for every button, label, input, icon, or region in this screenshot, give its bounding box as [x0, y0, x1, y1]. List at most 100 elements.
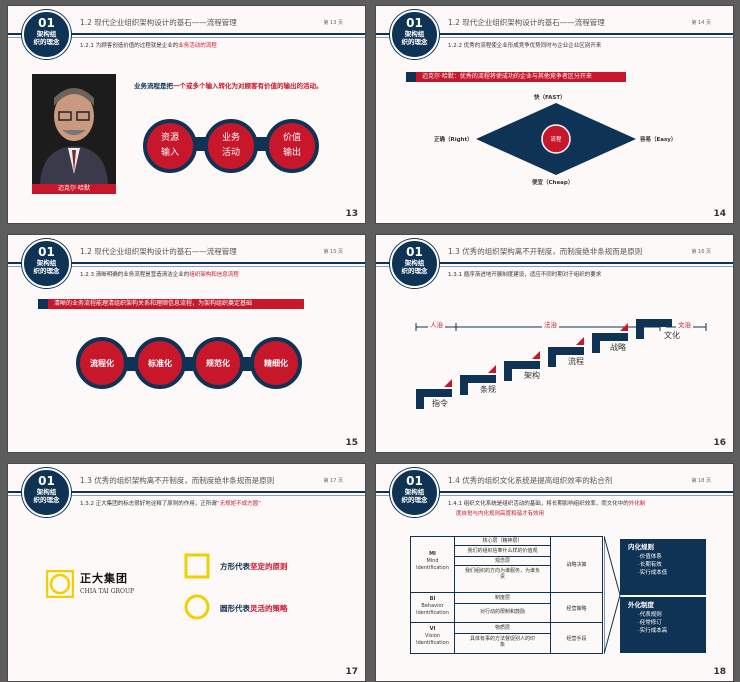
cell: 我们组织的方向为谁服务，为谁负责 [465, 568, 541, 580]
circle-normalize: 规范化 [192, 337, 244, 389]
slide-number: 17 [345, 667, 358, 677]
circle-business-activity: 业务 活动 [204, 119, 258, 173]
subtitle-line1: 1.4.1 组织文化系统是组织活动的基础，将长期影响组织效率，而文化中的外化制 [448, 501, 646, 507]
subtitle: 1.3.1 循序渐进地开展制度建设，适应不同时期对于组织的要求 [448, 272, 602, 278]
culture-table: MI Mind Identification 核心层（精神层） 我们的组织信奉什么样… [410, 536, 603, 654]
page-number: 第 13 页 [323, 20, 343, 26]
header-rule-thin [376, 37, 733, 38]
slide-18[interactable]: 01 架构组 织的理念 1.4 优秀的组织文化系统是提高组织效率的粘合剂 第 18 … [375, 463, 734, 682]
internal-rules-box: 内化规则 ·价值体系 ·长期有效 ·实行成本低 [620, 539, 706, 595]
cell: 核心层（精神层） [455, 537, 550, 546]
header-rule-thin [8, 266, 365, 267]
slide-number: 18 [713, 667, 726, 677]
header-rule [376, 491, 733, 493]
header-rule-thin [8, 37, 365, 38]
slide-title: 1.2 现代企业组织架构设计的基石——流程管理 [80, 247, 237, 256]
header-rule [8, 33, 365, 35]
cell: 对行动的限制和鼓励 [479, 609, 525, 615]
label-easy: 容易（Easy） [640, 137, 677, 143]
step-process: 流程 [568, 357, 584, 366]
label-rule-of-man: 人治 [428, 319, 445, 329]
slide-number: 14 [713, 209, 726, 219]
logo-cn: 正大集团 [80, 572, 128, 585]
label-rule-of-culture: 文治 [676, 319, 693, 329]
quote-bar: 迈克尔·哈默：优秀的流程将使成功的企业与其他竞争者区分开来 [406, 72, 626, 82]
page-number: 第 14 页 [691, 20, 711, 26]
row-bi-label: BI Behavior Identification [411, 593, 455, 623]
header-rule-thin [376, 495, 733, 496]
circle-icon [184, 594, 210, 620]
header-rule [376, 33, 733, 35]
header-rule [376, 262, 733, 264]
label-cheap: 便宜（Cheap） [532, 180, 574, 186]
box-item: ·实行成本高 [638, 628, 668, 634]
label-fast: 快（FAST） [534, 95, 566, 101]
slide-title: 1.2 现代企业组织架构设计的基石——流程管理 [448, 18, 605, 27]
arrow-connector [604, 536, 621, 654]
box-item: ·实行成本低 [638, 570, 668, 576]
cell: 观念层 [455, 557, 550, 566]
slide-number: 16 [713, 438, 726, 448]
slide-17[interactable]: 01 架构组 织的理念 1.3 优秀的组织架构离不开制度，而制度绝非条规而是原则 第… [7, 463, 366, 682]
box-item: ·代表规则 [638, 612, 662, 618]
box-title: 外化制度 [628, 601, 654, 609]
row-mi-cells: 核心层（精神层） 我们的组织信奉什么样的价值观 观念层 我们组织的方向为谁服务，… [455, 537, 551, 593]
step-command: 指令 [432, 399, 448, 408]
square-icon [184, 553, 210, 579]
circle-meaning: 圆形代表灵活的策略 [220, 604, 288, 613]
section-badge: 01 架构组 织的理念 [22, 468, 71, 517]
subtitle: 1.3.2 正大集团的标志很好地诠释了原则的作用，正所谓“无规矩不成方圆” [80, 501, 261, 507]
box-item: ·经常修订 [638, 620, 662, 626]
circle-standard: 标准化 [134, 337, 186, 389]
slide-number: 13 [345, 209, 358, 219]
label-right: 正确（Right） [434, 137, 473, 143]
section-badge: 01 架构组 织的理念 [390, 468, 439, 517]
cell: 我们的组织信奉什么样的价值观 [455, 546, 550, 557]
step-rules: 条规 [480, 385, 496, 394]
square-meaning: 方形代表坚定的原则 [220, 562, 288, 571]
page-number: 第 16 页 [691, 249, 711, 255]
portrait [32, 74, 116, 184]
slide-15[interactable]: 01 架构组 织的理念 1.2 现代企业组织架构设计的基石——流程管理 第 15 页… [7, 234, 366, 453]
step-structure: 架构 [524, 371, 540, 380]
cell: 具体有事的方法督促别人的印象 [469, 636, 535, 648]
row-vi: VI Vision Identification 物质层 具体有事的方法督促别人的印… [411, 623, 602, 653]
subtitle: 1.2.1 为顾客创造价值的过程就是企业的业务活动的流程 [80, 43, 217, 49]
circle-refine: 精细化 [250, 337, 302, 389]
section-badge: 01 架构组 织的理念 [390, 239, 439, 288]
row-vi-cells: 物质层 具体有事的方法督促别人的印象 [455, 623, 551, 653]
statement-bar: 清晰的业务流程能理清组织架构关系和理顺信息流程，为架构组织奠定基础 [38, 299, 304, 309]
step-culture: 文化 [664, 331, 680, 340]
slide-14[interactable]: 01 架构组 织的理念 1.2 现代企业组织架构设计的基石——流程管理 第 14 页… [375, 5, 734, 224]
row-mi-side: 战略决策 [566, 562, 587, 568]
diamond-center-label: 流程 [550, 137, 562, 143]
label-rule-of-law: 法治 [542, 319, 559, 329]
cell: 物质层 [455, 623, 550, 634]
slide-number: 15 [345, 438, 358, 448]
row-mi: MI Mind Identification 核心层（精神层） 我们的组织信奉什么样… [411, 537, 602, 593]
row-vi-label: VI Vision Identification [411, 623, 455, 653]
slide-title: 1.2 现代企业组织架构设计的基石——流程管理 [80, 18, 237, 27]
slide-title: 1.3 优秀的组织架构离不开制度，而制度绝非条规而是原则 [448, 247, 643, 256]
section-badge: 01 架构组 织的理念 [22, 239, 71, 288]
step-strategy: 战略 [610, 343, 626, 352]
circle-value-output: 价值 输出 [265, 119, 319, 173]
slide-title: 1.4 优秀的组织文化系统是提高组织效率的粘合剂 [448, 476, 613, 485]
section-badge: 01 架构组 织的理念 [22, 10, 71, 59]
page-number: 第 17 页 [323, 478, 343, 484]
row-mi-label: MI Mind Identification [411, 537, 455, 593]
section-badge: 01 架构组 织的理念 [390, 10, 439, 59]
circle-process: 流程化 [76, 337, 128, 389]
logo-en: CHIA TAI GROUP [80, 588, 135, 595]
cell: 制度层 [455, 593, 550, 604]
row-bi-side: 经营策略 [566, 606, 587, 612]
external-system-box: 外化制度 ·代表规则 ·经常修订 ·实行成本高 [620, 597, 706, 653]
staircase [415, 319, 707, 409]
circle-resource-input: 资源 输入 [143, 119, 197, 173]
row-vi-side: 经营手段 [566, 636, 587, 642]
slide-16[interactable]: 01 架构组 织的理念 1.3 优秀的组织架构离不开制度，而制度绝非条规而是原则 第… [375, 234, 734, 453]
page-number: 第 18 页 [691, 478, 711, 484]
slide-13[interactable]: 01 架构组 织的理念 1.2 现代企业组织架构设计的基石——流程管理 第 13 页… [7, 5, 366, 224]
row-bi-cells: 制度层 对行动的限制和鼓励 [455, 593, 551, 623]
chia-tai-logo: 正大集团 CHIA TAI GROUP [46, 568, 146, 604]
